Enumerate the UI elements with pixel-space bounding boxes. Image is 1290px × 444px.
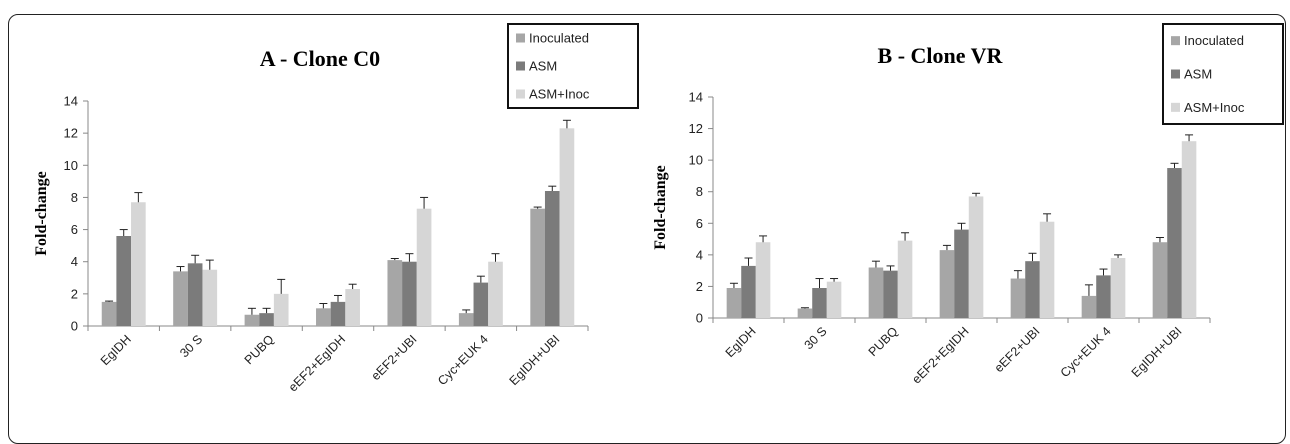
bar-asm-inoc-4 bbox=[1039, 221, 1055, 318]
bar-inoculated-0 bbox=[101, 301, 117, 326]
x-category-label: PUBQ bbox=[866, 324, 901, 359]
y-axis-label: Fold-change bbox=[33, 171, 50, 255]
chart-clone-vr: B - Clone VR Fold-change 0 2 4 6 8 10 12 14 EgIDH 3… bbox=[652, 23, 1284, 386]
bar-inoculated-5 bbox=[458, 313, 474, 326]
legend-swatch bbox=[1171, 102, 1180, 112]
bar-inoculated-1 bbox=[173, 271, 188, 326]
y-tick-label: 2 bbox=[696, 279, 703, 294]
legend-label: ASM bbox=[529, 59, 557, 74]
bar-asm-2 bbox=[883, 270, 898, 318]
bar-asm-inoc-6 bbox=[1181, 141, 1197, 318]
bar-inoculated-2 bbox=[244, 314, 260, 326]
x-category-label: EgIDH+UBI bbox=[1129, 324, 1185, 380]
bar-inoculated-6 bbox=[530, 208, 545, 326]
legend-label: Inoculated bbox=[1184, 33, 1244, 48]
bar-inoculated-6 bbox=[1152, 242, 1168, 318]
bar-asm-inoc-0 bbox=[131, 202, 146, 326]
x-category-label: Cyc+EUK 4 bbox=[435, 332, 491, 388]
chart-clone-c0: A - Clone C0 Fold-change 0 2 4 6 8 10 12 14 EgIDH 3… bbox=[33, 23, 639, 394]
y-tick-label: 4 bbox=[696, 247, 703, 262]
y-tick-label: 14 bbox=[64, 94, 78, 109]
x-category-label: eEF2+EgIDH bbox=[286, 332, 348, 394]
bar-asm-0 bbox=[741, 265, 756, 318]
x-category-label: 30 S bbox=[177, 332, 205, 360]
y-tick-label: 8 bbox=[71, 190, 78, 205]
legend-swatch bbox=[516, 61, 525, 71]
y-tick-label: 0 bbox=[71, 319, 78, 334]
y-tick-label: 6 bbox=[696, 216, 703, 231]
bar-asm-inoc-6 bbox=[559, 128, 575, 326]
legend-label: ASM+Inoc bbox=[529, 87, 590, 102]
bar-inoculated-4 bbox=[387, 260, 403, 326]
legend: Inoculated ASM ASM+Inoc bbox=[1162, 23, 1284, 125]
bar-asm-4 bbox=[1025, 261, 1040, 318]
y-tick-label: 10 bbox=[689, 153, 703, 168]
figure-svg: A - Clone C0 Fold-change 0 2 4 6 8 10 12 14 EgIDH 3… bbox=[33, 23, 1284, 394]
legend-swatch bbox=[516, 89, 525, 99]
legend-label: ASM+Inoc bbox=[1184, 100, 1245, 115]
bar-asm-4 bbox=[402, 261, 417, 326]
bar-asm-5 bbox=[473, 282, 489, 326]
bar-asm-1 bbox=[187, 263, 203, 326]
bar-asm-6 bbox=[544, 191, 560, 326]
bar-asm-inoc-5 bbox=[488, 261, 503, 326]
x-category-label: eEF2+UBI bbox=[369, 332, 420, 383]
legend-label: ASM bbox=[1184, 67, 1212, 82]
bar-asm-0 bbox=[116, 236, 132, 326]
y-tick-label: 0 bbox=[696, 311, 703, 326]
bar-inoculated-5 bbox=[1081, 295, 1097, 318]
bar-asm-3 bbox=[954, 229, 969, 318]
bar-asm-1 bbox=[812, 288, 827, 318]
legend-box bbox=[1162, 23, 1284, 125]
bar-asm-inoc-3 bbox=[345, 289, 360, 326]
y-tick-label: 2 bbox=[71, 286, 78, 301]
legend: Inoculated ASM ASM+Inoc bbox=[507, 23, 639, 109]
legend-box bbox=[507, 23, 639, 109]
y-tick-label: 12 bbox=[64, 126, 78, 141]
bar-asm-inoc-4 bbox=[416, 208, 432, 326]
bar-asm-inoc-2 bbox=[897, 240, 913, 318]
bar-asm-inoc-1 bbox=[826, 281, 842, 318]
legend-label: Inoculated bbox=[529, 31, 589, 46]
x-category-label: EgIDH bbox=[723, 324, 759, 360]
x-category-label: eEF2+EgIDH bbox=[909, 324, 971, 386]
bar-asm-2 bbox=[259, 313, 274, 326]
bar-asm-inoc-0 bbox=[755, 242, 771, 318]
legend-swatch bbox=[1171, 69, 1180, 79]
x-category-label: EgIDH bbox=[98, 332, 134, 368]
bar-inoculated-3 bbox=[316, 308, 331, 326]
bar-asm-3 bbox=[330, 301, 346, 326]
x-category-label: eEF2+UBI bbox=[992, 324, 1043, 375]
legend-swatch bbox=[516, 33, 525, 43]
legend-swatch bbox=[1171, 36, 1180, 46]
x-category-label: PUBQ bbox=[242, 332, 277, 367]
y-tick-label: 8 bbox=[696, 184, 703, 199]
y-tick-label: 14 bbox=[689, 90, 703, 105]
bar-inoculated-3 bbox=[939, 250, 955, 318]
bar-inoculated-4 bbox=[1010, 278, 1026, 318]
bar-inoculated-0 bbox=[726, 288, 742, 318]
x-category-label: Cyc+EUK 4 bbox=[1058, 324, 1114, 380]
y-axis-label: Fold-change bbox=[652, 165, 669, 249]
bar-asm-inoc-1 bbox=[202, 269, 218, 326]
y-tick-label: 12 bbox=[689, 121, 703, 136]
bar-asm-inoc-5 bbox=[1110, 258, 1126, 318]
x-category-label: EgIDH+UBI bbox=[507, 332, 563, 388]
y-tick-label: 10 bbox=[64, 158, 78, 173]
bar-asm-5 bbox=[1096, 275, 1111, 318]
bar-asm-6 bbox=[1167, 168, 1182, 318]
bar-asm-inoc-3 bbox=[968, 196, 984, 318]
chart-title: B - Clone VR bbox=[878, 43, 1004, 68]
y-tick-label: 6 bbox=[71, 222, 78, 237]
x-category-label: 30 S bbox=[802, 324, 830, 352]
bar-inoculated-2 bbox=[868, 267, 884, 318]
y-tick-label: 4 bbox=[71, 254, 78, 269]
bar-asm-inoc-2 bbox=[273, 293, 289, 326]
bar-inoculated-1 bbox=[797, 308, 813, 318]
chart-title: A - Clone C0 bbox=[260, 46, 380, 71]
